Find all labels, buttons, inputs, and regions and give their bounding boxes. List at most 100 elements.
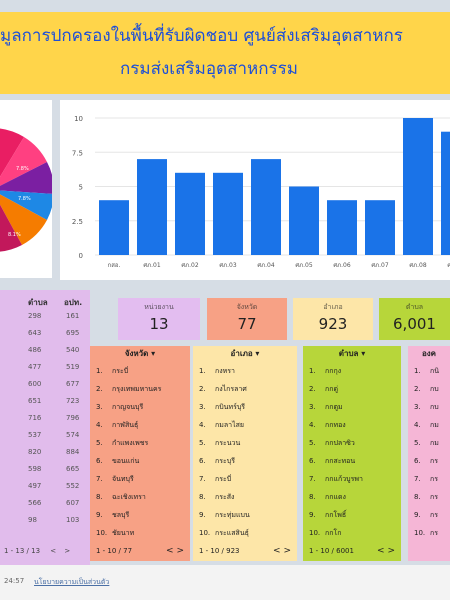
pie-chart[interactable]: 7.8% 7.8% 8.1% bbox=[0, 100, 52, 278]
list-item[interactable]: 8. ฉะเชิงเทรา bbox=[90, 488, 190, 506]
pie-slice[interactable] bbox=[0, 190, 47, 245]
list-item-number: 3. bbox=[414, 403, 421, 411]
list-item[interactable]: 1. กงหรา bbox=[193, 362, 297, 380]
bar[interactable] bbox=[327, 200, 357, 255]
pie-slice[interactable] bbox=[0, 190, 22, 252]
list-item-label: กม bbox=[430, 421, 439, 429]
list-item-number: 2. bbox=[199, 385, 206, 393]
pager-nav-buttons[interactable]: < > bbox=[377, 546, 395, 556]
list-item[interactable]: 5. กำแพงเพชร bbox=[90, 434, 190, 452]
bar[interactable] bbox=[99, 200, 129, 255]
bar[interactable] bbox=[251, 159, 281, 255]
list-item[interactable]: 3. กบินทร์บุรี bbox=[193, 398, 297, 416]
list-item[interactable]: 10. ชัยนาท bbox=[90, 524, 190, 542]
list-item[interactable]: 4. กมลาไสย bbox=[193, 416, 297, 434]
list-item[interactable]: 8. กระสัง bbox=[193, 488, 297, 506]
list-item-number: 5. bbox=[199, 439, 206, 447]
list-item-number: 2. bbox=[309, 385, 316, 393]
page-footer: 24:57 นโยบายความเป็นส่วนตัว bbox=[0, 565, 450, 600]
prev-page-button[interactable]: < bbox=[50, 547, 57, 555]
bar[interactable] bbox=[441, 131, 450, 255]
list-pager: 1 - 10 / 923 < > bbox=[193, 541, 297, 561]
list-item[interactable]: 5. กกปลาซิว bbox=[303, 434, 401, 452]
pager-nav-buttons[interactable]: < > bbox=[273, 546, 291, 556]
table-cell: 607 bbox=[66, 499, 80, 507]
list-item[interactable]: 2. กกดู่ bbox=[303, 380, 401, 398]
list-header[interactable]: องค bbox=[421, 349, 437, 358]
list-item[interactable]: 2. กบ bbox=[408, 380, 450, 398]
list-item[interactable]: 9. กร bbox=[408, 506, 450, 524]
kpi-value: 77 bbox=[237, 315, 257, 333]
pie-slice[interactable] bbox=[0, 137, 47, 190]
y-tick-label: 10 bbox=[74, 115, 83, 123]
list-item[interactable]: 10. กระแสสินธุ์ bbox=[193, 524, 297, 542]
list-item[interactable]: 7. จันทบุรี bbox=[90, 470, 190, 488]
list-item[interactable]: 6. กระบุรี bbox=[193, 452, 297, 470]
list-item[interactable]: 2. กรุงเทพมหานคร bbox=[90, 380, 190, 398]
bar[interactable] bbox=[289, 186, 319, 256]
list-item-number: 10. bbox=[199, 529, 211, 537]
column-header-subdistrict[interactable]: ตำบล bbox=[28, 298, 48, 307]
list-item[interactable]: 9. ชลบุรี bbox=[90, 506, 190, 524]
next-page-button[interactable]: > bbox=[64, 547, 71, 555]
pie-slice[interactable] bbox=[0, 190, 52, 220]
list-item[interactable]: 1. กนิ bbox=[408, 362, 450, 380]
table-cell: 98 bbox=[28, 516, 37, 524]
list-item[interactable]: 5. กระนวน bbox=[193, 434, 297, 452]
list-item[interactable]: 3. กกตูม bbox=[303, 398, 401, 416]
list-item-label: กกสะทอน bbox=[325, 457, 356, 465]
list-item-number: 4. bbox=[199, 421, 206, 429]
list-item-number: 3. bbox=[199, 403, 206, 411]
list-item-label: กนิ bbox=[430, 367, 440, 375]
list-item[interactable]: 2. กงไกรลาศ bbox=[193, 380, 297, 398]
bar[interactable] bbox=[175, 172, 205, 255]
table-cell: 103 bbox=[66, 516, 80, 524]
list-item[interactable]: 9. กกโพธิ์ bbox=[303, 506, 401, 524]
bar-chart[interactable]: 0 2.5 5 7.5 10 กสอ. ศภ.01 ศภ.02 ศภ.03 ศภ.04 ศภ.05 ศ… bbox=[60, 100, 450, 280]
list-item[interactable]: 4. กกทอง bbox=[303, 416, 401, 434]
list-item[interactable]: 6. กกสะทอน bbox=[303, 452, 401, 470]
list-item-number: 9. bbox=[414, 511, 421, 519]
list-item[interactable]: 4. กาฬสินธุ์ bbox=[90, 416, 190, 434]
list-item[interactable]: 10. กร bbox=[408, 524, 450, 542]
list-item[interactable]: 1. กกกุง bbox=[303, 362, 401, 380]
list-header[interactable]: จังหวัด ▾ bbox=[124, 349, 156, 358]
list-item[interactable]: 3. กาญจนบุรี bbox=[90, 398, 190, 416]
list-item-label: กร bbox=[430, 457, 438, 465]
x-tick-label: ศภ.04 bbox=[257, 262, 274, 269]
pager-nav-buttons[interactable]: < > bbox=[166, 546, 184, 556]
privacy-policy-link[interactable]: นโยบายความเป็นส่วนตัว bbox=[34, 578, 110, 586]
list-item-label: กกแก้วบูรพา bbox=[325, 475, 363, 483]
list-item[interactable]: 1. กระบี่ bbox=[90, 362, 190, 380]
list-item[interactable]: 7. กกแก้วบูรพา bbox=[303, 470, 401, 488]
column-header-local-admin[interactable]: อปท. bbox=[64, 298, 83, 307]
list-item[interactable]: 9. กระทุ่มแบน bbox=[193, 506, 297, 524]
list-item[interactable]: 6. กร bbox=[408, 452, 450, 470]
list-item-number: 7. bbox=[199, 475, 206, 483]
list-item[interactable]: 10. กกโก bbox=[303, 524, 401, 542]
kpi-value: 13 bbox=[149, 315, 169, 333]
list-item[interactable]: 7. กร bbox=[408, 470, 450, 488]
list-item-label: กบินทร์บุรี bbox=[215, 403, 246, 411]
list-item-label: กกตูม bbox=[325, 403, 343, 411]
list-item[interactable]: 4. กม bbox=[408, 416, 450, 434]
list-header[interactable]: ตำบล ▾ bbox=[338, 349, 366, 358]
list-item-label: กมลาไสย bbox=[215, 421, 244, 429]
table-cell: 298 bbox=[28, 312, 42, 320]
list-item[interactable]: 8. กร bbox=[408, 488, 450, 506]
list-item[interactable]: 8. กกแดง bbox=[303, 488, 401, 506]
pie-slice[interactable] bbox=[0, 128, 24, 190]
pie-slice[interactable] bbox=[0, 162, 52, 194]
list-item-label: กบ bbox=[430, 403, 439, 411]
list-item[interactable]: 7. กระบี่ bbox=[193, 470, 297, 488]
bar[interactable] bbox=[365, 200, 395, 255]
y-tick-label: 2.5 bbox=[72, 218, 83, 226]
list-item[interactable]: 6. ขอนแก่น bbox=[90, 452, 190, 470]
list-item[interactable]: 5. กม bbox=[408, 434, 450, 452]
list-item[interactable]: 3. กบ bbox=[408, 398, 450, 416]
list-header[interactable]: อำเภอ ▾ bbox=[230, 349, 260, 358]
bar[interactable] bbox=[213, 172, 243, 255]
bar[interactable] bbox=[137, 159, 167, 255]
kpi-label: หน่วยงาน bbox=[144, 303, 174, 311]
bar[interactable] bbox=[403, 118, 433, 255]
